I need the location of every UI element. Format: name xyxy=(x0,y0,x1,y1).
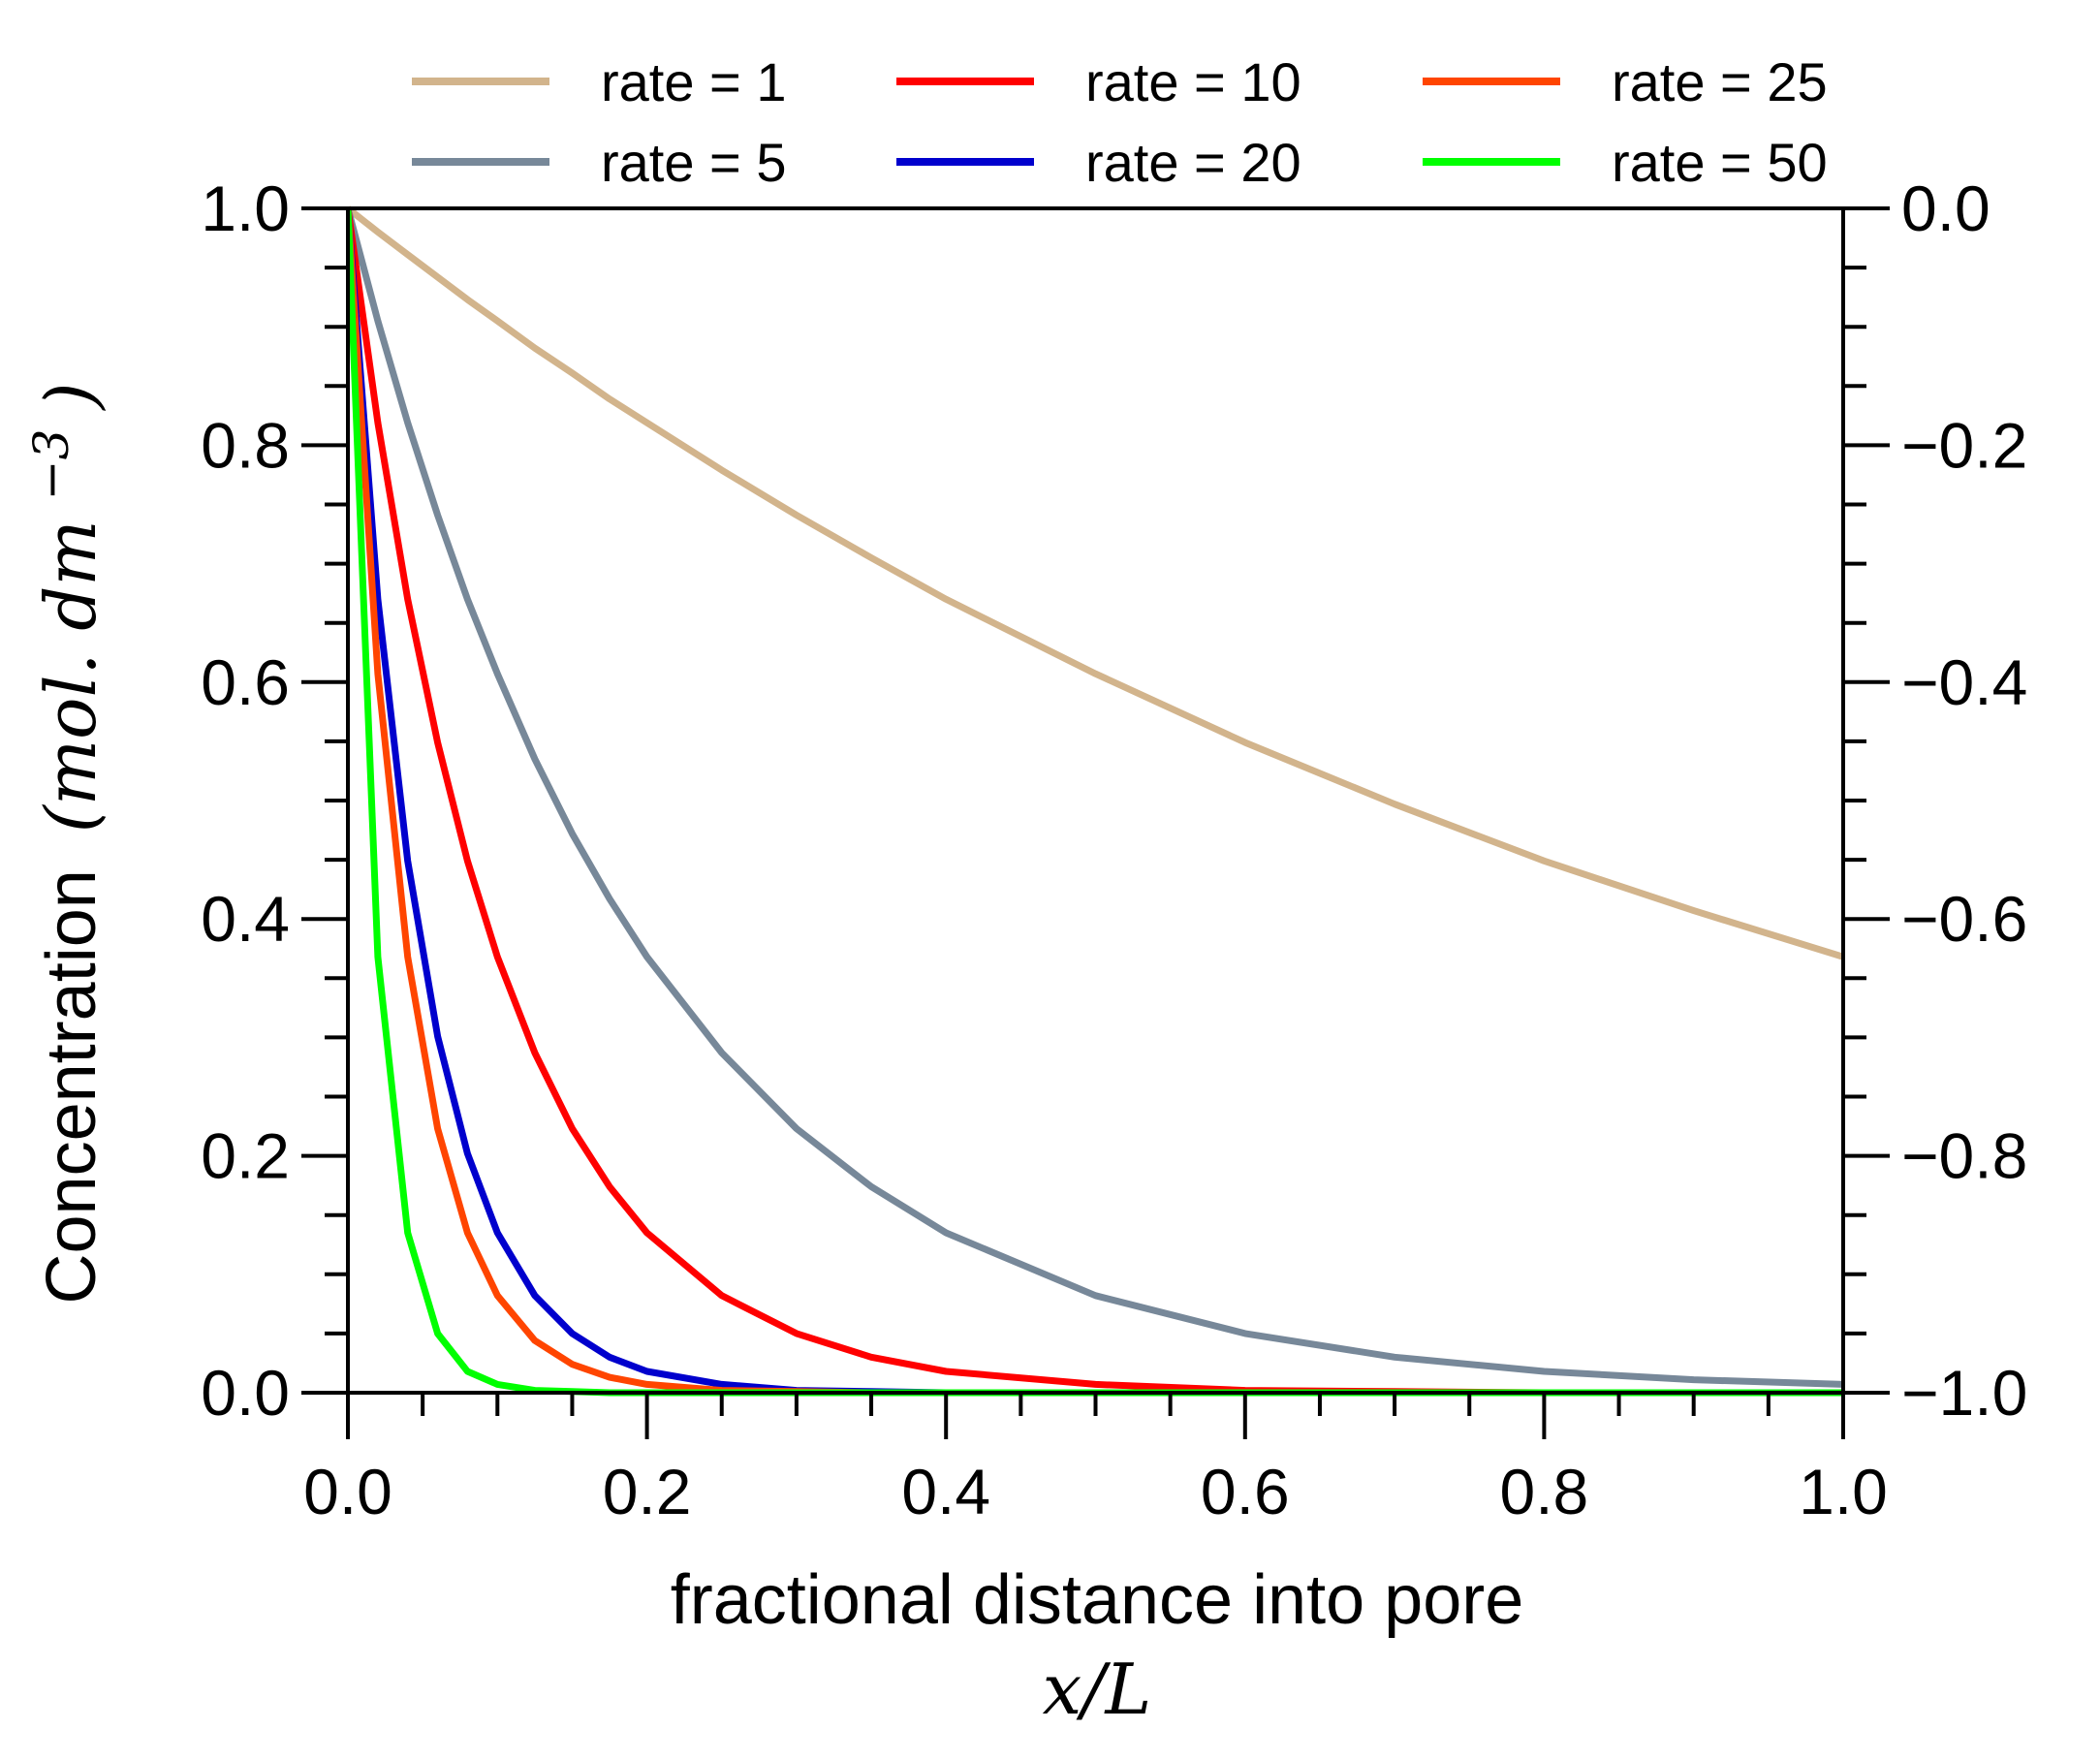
series-layer xyxy=(348,205,1843,1397)
y-axis-label-unit: (mol. dm xyxy=(30,519,111,833)
series-line-3 xyxy=(348,207,1843,1397)
x-tick-label: 0.4 xyxy=(901,1456,990,1527)
y-axis-label-text: Concentration xyxy=(33,869,110,1304)
legend-label: rate = 25 xyxy=(1612,51,1828,112)
x-axis-label: fractional distance into pore xyxy=(671,1561,1524,1639)
legend-item-4: rate = 25 xyxy=(1423,51,1828,112)
legend-item-2: rate = 10 xyxy=(896,51,1301,112)
y2-tick-label: −0.6 xyxy=(1901,883,2027,955)
y-tick-label: 0.6 xyxy=(201,646,290,718)
x-tick-label: 1.0 xyxy=(1799,1456,1888,1527)
legend-item-1: rate = 5 xyxy=(412,132,786,193)
y-axis-label-close: ) xyxy=(30,382,111,411)
axes-layer: 0.00.20.40.60.81.0−1.0−0.8−0.6−0.4−0.20.… xyxy=(201,173,2027,1527)
y2-tick-label: −1.0 xyxy=(1901,1357,2027,1429)
y-axis-label: Concentration (mol. dm −3 ) xyxy=(6,382,111,1304)
legend-item-5: rate = 50 xyxy=(1423,132,1828,193)
series-line-0 xyxy=(348,205,1843,960)
y-tick-label: 0.0 xyxy=(201,1357,290,1429)
x-tick-label: 0.8 xyxy=(1500,1456,1589,1527)
legend-item-0: rate = 1 xyxy=(412,51,786,112)
x-tick-label: 0.2 xyxy=(603,1456,692,1527)
series-line-5 xyxy=(348,207,1843,1397)
x-tick-label: 0.6 xyxy=(1201,1456,1290,1527)
y-tick-label: 0.2 xyxy=(201,1120,290,1192)
y2-tick-label: −0.2 xyxy=(1901,409,2027,481)
legend-label: rate = 10 xyxy=(1085,51,1301,112)
legend: rate = 1 rate = 5 rate = 10 rate = 20 rate =… xyxy=(412,51,1828,193)
series-line-2 xyxy=(348,207,1843,1397)
legend-label: rate = 20 xyxy=(1085,132,1301,193)
y2-tick-label: −0.8 xyxy=(1901,1120,2027,1192)
y2-tick-label: −0.4 xyxy=(1901,646,2027,718)
legend-label: rate = 1 xyxy=(601,51,786,112)
y-axis-label-exponent: −3 xyxy=(23,429,79,501)
y-tick-label: 0.4 xyxy=(201,883,290,955)
x-axis-math-label: x/L xyxy=(1043,1649,1152,1730)
y-tick-label: 1.0 xyxy=(201,173,290,244)
y2-tick-label: 0.0 xyxy=(1901,173,1990,244)
x-tick-label: 0.0 xyxy=(303,1456,392,1527)
legend-label: rate = 50 xyxy=(1612,132,1828,193)
legend-label: rate = 5 xyxy=(601,132,786,193)
y-tick-label: 0.8 xyxy=(201,409,290,481)
legend-item-3: rate = 20 xyxy=(896,132,1301,193)
series-line-1 xyxy=(348,207,1843,1388)
series-line-4 xyxy=(348,207,1843,1397)
